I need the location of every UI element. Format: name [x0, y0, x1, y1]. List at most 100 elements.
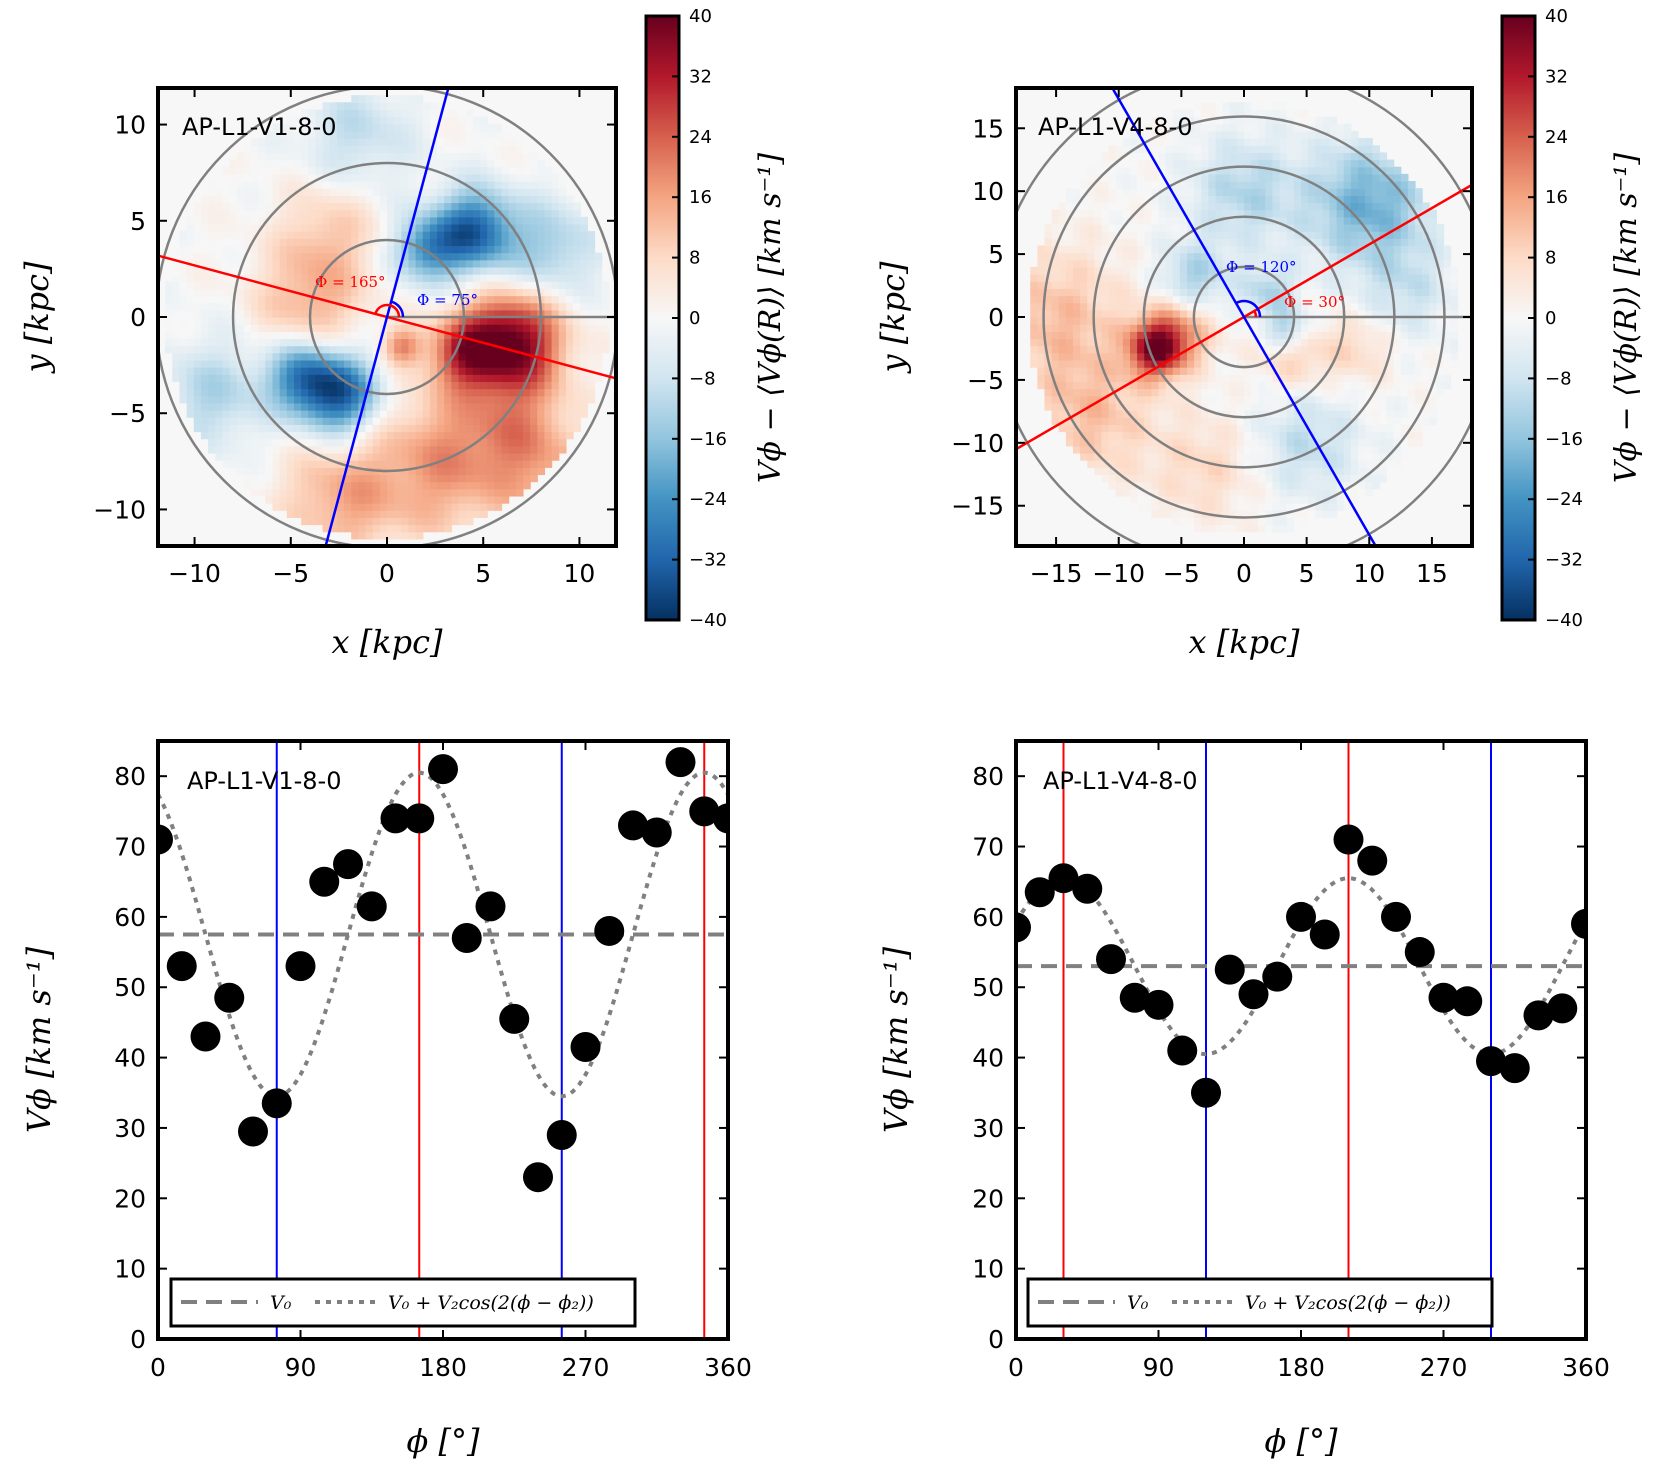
heatmap-cell	[515, 159, 524, 168]
heatmap-cell	[186, 281, 195, 289]
heatmap-cell	[394, 95, 402, 103]
heatmap-cell	[229, 388, 238, 397]
heatmap-cell	[422, 145, 431, 154]
heatmap-cell	[1137, 503, 1145, 511]
heatmap-cell	[344, 503, 352, 511]
heatmap-cell	[258, 381, 266, 390]
heatmap-cell	[1101, 302, 1110, 311]
heatmap-cell	[358, 116, 367, 125]
heatmap-cell	[1229, 460, 1238, 468]
heatmap-cell	[222, 367, 231, 375]
heatmap-cell	[401, 395, 410, 404]
heatmap-cell	[515, 410, 524, 418]
heatmap-cell	[494, 123, 503, 132]
heatmap-cell	[480, 295, 488, 304]
heatmap-cell	[1279, 231, 1288, 239]
heatmap-cell	[365, 410, 374, 418]
heatmap-cell	[530, 452, 538, 461]
heatmap-cell	[573, 324, 581, 332]
heatmap-cell	[186, 359, 195, 368]
heatmap-cell	[344, 216, 352, 225]
heatmap-cell	[1094, 195, 1103, 204]
heatmap-cell	[494, 288, 503, 297]
heatmap-cell	[200, 424, 209, 433]
heatmap-cell	[344, 467, 352, 476]
heatmap-cell	[358, 202, 367, 211]
heatmap-cell	[1215, 102, 1224, 111]
heatmap-cell	[1108, 374, 1117, 383]
heatmap-cell	[365, 309, 374, 318]
heatmap-cell	[408, 252, 417, 261]
heatmap-cell	[480, 195, 488, 204]
heatmap-cell	[1144, 317, 1152, 325]
heatmap-cell	[401, 309, 410, 318]
heatmap-cell	[243, 431, 252, 440]
heatmap-cell	[251, 352, 259, 361]
heatmap-cell	[472, 159, 481, 168]
heatmap-cell	[229, 374, 238, 383]
heatmap-cell	[301, 424, 309, 433]
heatmap-cell	[501, 417, 510, 425]
heatmap-cell	[565, 324, 574, 332]
heatmap-cell	[437, 388, 445, 397]
heatmap-cell	[1279, 252, 1288, 261]
heatmap-cell	[1144, 302, 1152, 311]
heatmap-cell	[1258, 202, 1266, 211]
heatmap-cell	[551, 209, 560, 218]
heatmap-cell	[573, 317, 581, 325]
heatmap-cell	[193, 238, 202, 247]
heatmap-cell	[1201, 266, 1209, 275]
heatmap-cell	[472, 345, 481, 354]
heatmap-cell	[365, 102, 374, 111]
heatmap-cell	[530, 202, 538, 211]
heatmap-cell	[186, 410, 195, 418]
heatmap-cell	[408, 488, 417, 497]
heatmap-cell	[573, 352, 581, 361]
heatmap-cell	[322, 517, 331, 526]
heatmap-cell	[1030, 295, 1038, 304]
heatmap-cell	[422, 138, 431, 146]
heatmap-cell	[537, 216, 546, 225]
heatmap-cell	[1151, 116, 1160, 125]
heatmap-cell	[394, 338, 402, 347]
heatmap-cell	[1179, 467, 1188, 476]
heatmap-cell	[200, 223, 209, 232]
heatmap-cell	[1165, 481, 1174, 490]
heatmap-cell	[1208, 309, 1217, 318]
heatmap-cell	[379, 338, 388, 347]
heatmap-cell	[437, 302, 445, 311]
heatmap-cell	[1293, 145, 1302, 154]
heatmap-cell	[494, 467, 503, 476]
heatmap-cell	[1229, 138, 1238, 146]
heatmap-cell	[1165, 266, 1174, 275]
heatmap-cell	[379, 245, 388, 254]
heatmap-cell	[508, 374, 517, 383]
heatmap-cell	[429, 288, 438, 297]
heatmap-cell	[1194, 245, 1202, 254]
heatmap-cell	[415, 338, 424, 347]
heatmap-cell	[394, 102, 402, 111]
heatmap-cell	[458, 317, 467, 325]
heatmap-cell	[1236, 503, 1245, 511]
heatmap-cell	[1265, 395, 1274, 404]
heatmap-cell	[1279, 359, 1288, 368]
heatmap-cell	[329, 252, 338, 261]
heatmap-cell	[215, 359, 224, 368]
heatmap-cell	[293, 281, 302, 289]
heatmap-cell	[494, 223, 503, 232]
heatmap-cell	[1251, 388, 1259, 397]
heatmap-cell	[193, 288, 202, 297]
heatmap-cell	[1215, 152, 1224, 161]
heatmap-cell	[1251, 481, 1259, 490]
heatmap-cell	[1222, 238, 1231, 247]
heatmap-cell	[208, 395, 216, 404]
heatmap-cell	[1265, 524, 1274, 533]
heatmap-cell	[494, 395, 503, 404]
heatmap-cell	[387, 331, 395, 340]
heatmap-cell	[1215, 245, 1224, 254]
heatmap-cell	[265, 295, 274, 304]
heatmap-cell	[1244, 295, 1252, 304]
heatmap-cell	[408, 116, 417, 125]
heatmap-cell	[1244, 395, 1252, 404]
heatmap-cell	[329, 102, 338, 111]
